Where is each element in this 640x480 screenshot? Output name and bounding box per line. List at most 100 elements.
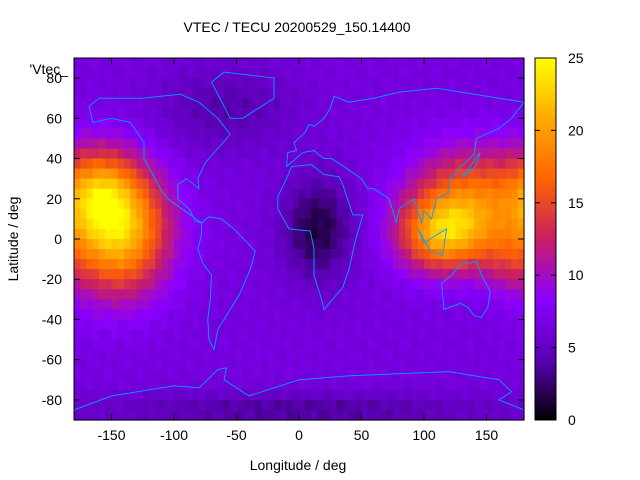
heatmap-cell — [174, 108, 181, 119]
heatmap-cell — [111, 58, 119, 69]
heatmap-cell — [74, 208, 81, 220]
heatmap-cell — [155, 108, 163, 119]
heatmap-cell — [374, 329, 381, 341]
heatmap-cell — [374, 299, 381, 310]
heatmap-cell — [267, 58, 275, 69]
heatmap-cell — [105, 178, 113, 190]
heatmap-cell — [186, 108, 194, 119]
heatmap-cell — [267, 208, 275, 220]
heatmap-cell — [236, 68, 244, 79]
heatmap-cell — [399, 359, 406, 371]
heatmap-cell — [142, 309, 150, 321]
heatmap-cell — [486, 279, 494, 290]
heatmap-cell — [474, 249, 481, 260]
heatmap-cell — [380, 359, 388, 371]
heatmap-cell — [461, 88, 469, 99]
heatmap-cell — [130, 88, 138, 99]
heatmap-cell — [192, 249, 200, 260]
heatmap-cell — [155, 349, 163, 361]
heatmap-cell — [105, 118, 113, 129]
heatmap-cell — [392, 389, 400, 401]
heatmap-cell — [299, 399, 306, 411]
heatmap-cell — [330, 369, 338, 381]
heatmap-cell — [399, 409, 406, 421]
heatmap-cell — [474, 319, 481, 331]
heatmap-cell — [111, 208, 119, 220]
heatmap-cell — [417, 98, 425, 109]
heatmap-cell — [80, 168, 88, 180]
heatmap-cell — [355, 128, 363, 140]
heatmap-cell — [405, 228, 413, 240]
heatmap-cell — [205, 409, 213, 421]
heatmap-cell — [136, 319, 144, 331]
heatmap-cell — [255, 118, 263, 129]
heatmap-cell — [255, 188, 263, 200]
x-tick-label: 0 — [295, 427, 303, 443]
heatmap-cell — [349, 148, 356, 160]
heatmap-cell — [380, 218, 388, 230]
heatmap-cell — [261, 178, 269, 190]
heatmap-cell — [124, 309, 131, 321]
heatmap-cell — [255, 78, 263, 89]
heatmap-cell — [292, 138, 300, 150]
heatmap-cell — [124, 319, 131, 331]
heatmap-cell — [155, 188, 163, 200]
heatmap-cell — [267, 88, 275, 99]
heatmap-cell — [305, 239, 313, 250]
heatmap-cell — [267, 259, 275, 270]
heatmap-cell — [449, 319, 456, 331]
heatmap-cell — [211, 178, 219, 190]
y-tick-label: -20 — [42, 271, 62, 287]
heatmap-cell — [167, 58, 175, 69]
heatmap-cell — [174, 369, 181, 381]
heatmap-cell — [92, 68, 100, 79]
heatmap-cell — [424, 98, 431, 109]
heatmap-cell — [424, 349, 431, 361]
heatmap-cell — [117, 188, 125, 200]
heatmap-cell — [405, 198, 413, 210]
heatmap-cell — [255, 319, 263, 331]
heatmap-cell — [105, 239, 113, 250]
heatmap-cell — [205, 78, 213, 89]
heatmap-cell — [286, 228, 294, 240]
heatmap-cell — [374, 78, 381, 89]
heatmap-cell — [517, 198, 525, 210]
heatmap-cell — [167, 178, 175, 190]
heatmap-cell — [380, 68, 388, 79]
heatmap-cell — [317, 218, 325, 230]
heatmap-cell — [192, 148, 200, 160]
heatmap-cell — [474, 128, 481, 140]
heatmap-cell — [311, 218, 319, 230]
heatmap-cell — [217, 138, 225, 150]
heatmap-cell — [217, 399, 225, 411]
heatmap-cell — [211, 78, 219, 89]
heatmap-cell — [205, 188, 213, 200]
heatmap-cell — [324, 58, 331, 69]
heatmap-cell — [186, 259, 194, 270]
heatmap-cell — [174, 168, 181, 180]
heatmap-cell — [399, 178, 406, 190]
heatmap-cell — [424, 329, 431, 341]
heatmap-cell — [86, 319, 94, 331]
heatmap-cell — [161, 349, 169, 361]
heatmap-cell — [455, 68, 463, 79]
heatmap-cell — [161, 218, 169, 230]
heatmap-cell — [461, 178, 469, 190]
heatmap-cell — [455, 58, 463, 69]
heatmap-cell — [274, 259, 281, 270]
heatmap-cell — [442, 299, 450, 310]
heatmap-cell — [430, 269, 438, 280]
heatmap-cell — [230, 88, 238, 99]
heatmap-cell — [124, 168, 131, 180]
heatmap-cell — [492, 349, 500, 361]
heatmap-cell — [80, 78, 88, 89]
heatmap-cell — [505, 118, 513, 129]
heatmap-cell — [430, 349, 438, 361]
heatmap-cell — [205, 98, 213, 109]
heatmap-cell — [355, 138, 363, 150]
heatmap-cell — [192, 339, 200, 351]
heatmap-cell — [399, 148, 406, 160]
heatmap-cell — [130, 339, 138, 351]
heatmap-cell — [305, 279, 313, 290]
